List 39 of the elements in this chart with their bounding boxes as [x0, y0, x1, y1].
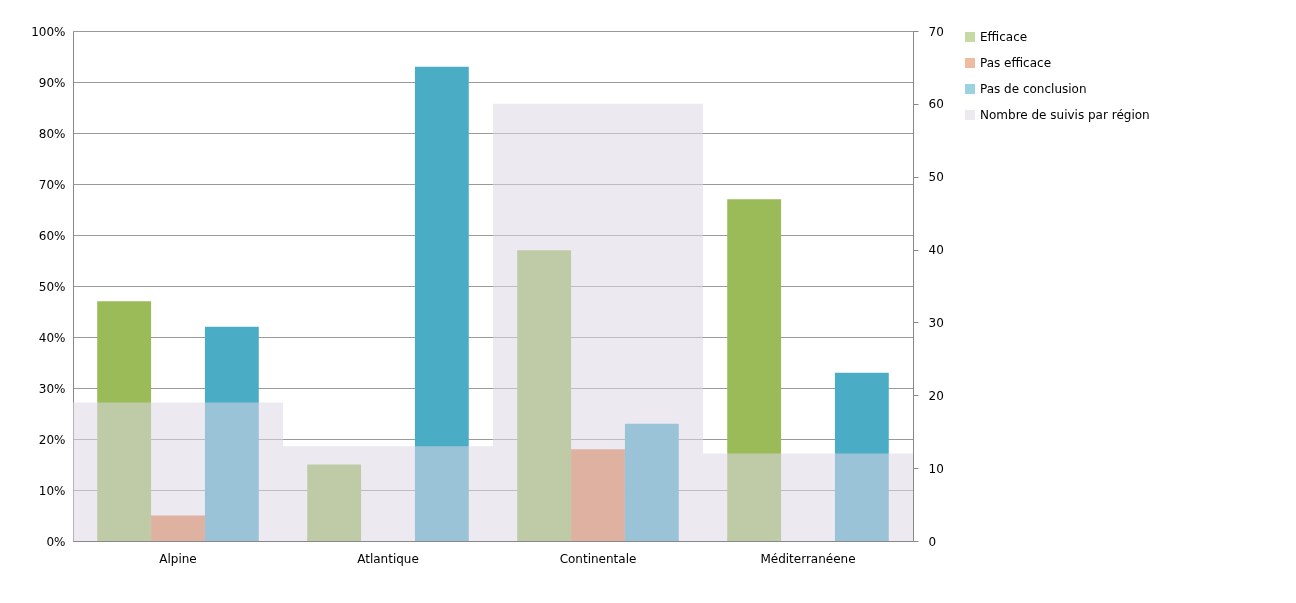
y2-tick-label: 40	[928, 243, 944, 258]
legend-label: Nombre de suivis par région	[980, 108, 1150, 122]
y-tick-label: 70%	[38, 177, 66, 192]
y-tick-label: 20%	[38, 432, 66, 447]
y-tick-label: 0%	[46, 534, 66, 549]
bar	[727, 199, 782, 541]
y-tick-label: 60%	[38, 228, 66, 243]
y-tick-label: 100%	[31, 24, 66, 39]
y-tick-label: 40%	[38, 330, 66, 345]
bar	[493, 103, 703, 541]
bar	[571, 449, 625, 541]
y2-tick-label: 60	[928, 97, 944, 112]
x-tick-label: Atlantique	[357, 551, 419, 566]
bar	[834, 372, 889, 541]
legend-label: Efficace	[980, 30, 1028, 44]
legend-label: Pas de conclusion	[980, 82, 1087, 96]
y-tick-label: 80%	[38, 126, 66, 141]
bar	[414, 66, 469, 541]
y2-tick-label: 10	[928, 461, 944, 476]
y2-tick-label: 50	[928, 170, 944, 185]
y-tick-label: 50%	[38, 279, 66, 294]
y-tick-label: 90%	[38, 75, 66, 90]
bar	[97, 301, 152, 541]
x-tick-label: Alpine	[159, 551, 197, 566]
y-tick-label: 10%	[38, 483, 66, 498]
bar	[517, 250, 572, 541]
y2-tick-label: 70	[928, 24, 944, 39]
x-tick-label: Méditerranéene	[760, 551, 856, 566]
y2-tick-label: 30	[928, 315, 944, 330]
bar	[151, 515, 205, 541]
y2-tick-label: 20	[928, 388, 944, 403]
bar	[307, 464, 362, 541]
x-tick-label: Continentale	[559, 551, 637, 566]
legend-label: Pas efficace	[980, 56, 1052, 70]
bar	[283, 446, 493, 541]
bar	[204, 326, 259, 541]
bar	[624, 423, 679, 541]
y2-tick-label: 0	[928, 534, 937, 549]
y-tick-label: 30%	[38, 381, 66, 396]
